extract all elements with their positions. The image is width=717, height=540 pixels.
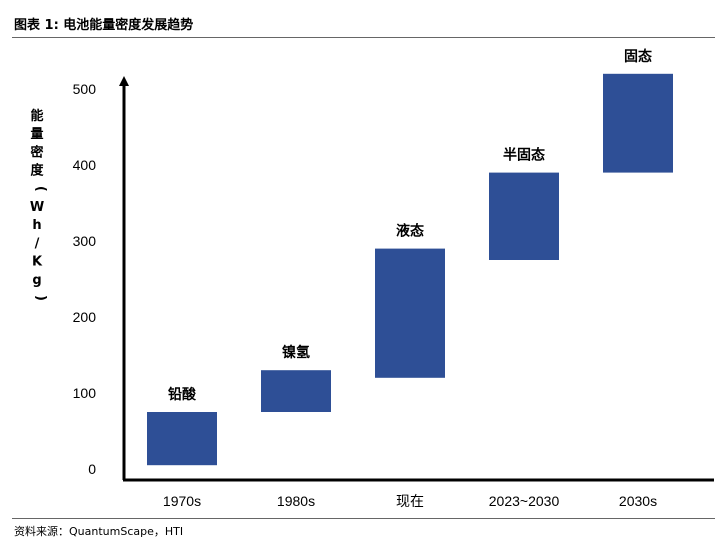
y-axis-arrow xyxy=(119,76,129,86)
bar-label: 液态 xyxy=(396,223,424,240)
y-axis-label-char: K xyxy=(32,255,43,270)
x-category-label: 1970s xyxy=(163,493,201,509)
bottom-divider xyxy=(12,518,715,519)
y-tick-label: 400 xyxy=(73,157,97,173)
y-axis-label-char: W xyxy=(30,200,44,215)
x-category-label: 现在 xyxy=(396,493,424,509)
bar-label: 镍氢 xyxy=(282,344,310,361)
y-tick-label: 200 xyxy=(73,309,97,325)
y-axis-label-char: ( xyxy=(33,186,48,192)
y-axis-label-char: ) xyxy=(33,295,48,301)
bar-labels: 铅酸 镍氢 液态 半固态 固态 xyxy=(167,48,652,403)
bar xyxy=(261,370,331,412)
bar-label: 半固态 xyxy=(503,147,545,164)
y-tick-label: 0 xyxy=(88,461,96,477)
bar-label: 固态 xyxy=(624,48,652,65)
bar-label: 铅酸 xyxy=(167,386,197,403)
x-category-label: 1980s xyxy=(277,493,315,509)
y-axis-label-char: g xyxy=(32,273,41,288)
bar xyxy=(489,172,559,260)
y-axis-label-char: 量 xyxy=(30,127,43,142)
x-category-label: 2023~2030 xyxy=(489,493,560,509)
bar xyxy=(603,73,673,173)
y-axis-label-char: 密 xyxy=(29,144,43,160)
bar xyxy=(375,248,445,378)
y-axis-label-char: h xyxy=(32,218,41,233)
y-tick-label: 300 xyxy=(73,233,97,249)
source-note: 资料来源：QuantumScape，HTI xyxy=(14,525,184,538)
bars xyxy=(147,73,673,466)
bar xyxy=(147,412,217,466)
y-axis-ticks: 0 100 200 300 400 500 xyxy=(73,81,97,477)
y-axis-label-char: 度 xyxy=(30,163,44,179)
top-divider xyxy=(12,37,715,38)
figure-title: 图表 1: 电池能量密度发展趋势 xyxy=(14,18,194,33)
y-axis-label: 能量密度 ( Wh / Kg) xyxy=(29,108,48,301)
y-tick-label: 100 xyxy=(73,385,97,401)
x-axis-categories: 1970s 1980s 现在 2023~2030 2030s xyxy=(163,493,657,509)
x-category-label: 2030s xyxy=(619,493,657,509)
y-tick-label: 500 xyxy=(73,81,97,97)
y-axis-label-char: / xyxy=(35,236,40,251)
y-axis-label-char: 能 xyxy=(30,108,43,124)
